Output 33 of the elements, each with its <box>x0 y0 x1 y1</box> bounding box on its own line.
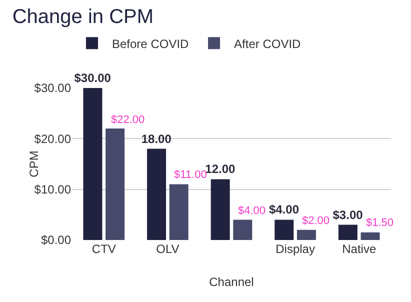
data-label: $22.00 <box>111 114 145 126</box>
data-label: 12.00 <box>205 162 236 176</box>
data-label: $3.00 <box>332 208 364 222</box>
data-label: $4.00 <box>238 205 266 217</box>
bar <box>274 220 294 240</box>
x-tick-label: Display <box>276 242 315 256</box>
x-tick-label: OLV <box>156 242 180 256</box>
data-label: 18.00 <box>141 132 172 146</box>
data-label: $2.00 <box>302 215 330 227</box>
x-tick-label: Native <box>342 242 376 256</box>
data-label: $4.00 <box>268 202 300 217</box>
y-tick-label: $30.00 <box>34 81 72 96</box>
data-label: $30.00 <box>74 71 112 85</box>
y-axis-title: CPM <box>27 150 41 178</box>
bar <box>210 179 230 240</box>
data-label: $1.50 <box>366 217 394 229</box>
bar <box>147 148 166 240</box>
legend-label: After COVID <box>234 36 302 51</box>
legend-label: Before COVID <box>112 36 190 51</box>
y-tick-label: $0.00 <box>40 233 72 248</box>
bar <box>296 230 316 240</box>
bar <box>106 128 125 240</box>
bar <box>360 232 380 240</box>
x-axis-title: Channel <box>209 275 254 289</box>
y-tick-label: $10.00 <box>34 182 72 197</box>
chart-title: Change in CPM <box>12 6 154 28</box>
bar <box>233 220 252 240</box>
x-tick-label: CTV <box>92 242 116 256</box>
bar <box>169 184 188 240</box>
data-label: $11.00 <box>174 169 207 181</box>
bar <box>83 88 102 240</box>
bar <box>338 224 358 240</box>
y-tick-label: $20.00 <box>34 132 72 146</box>
